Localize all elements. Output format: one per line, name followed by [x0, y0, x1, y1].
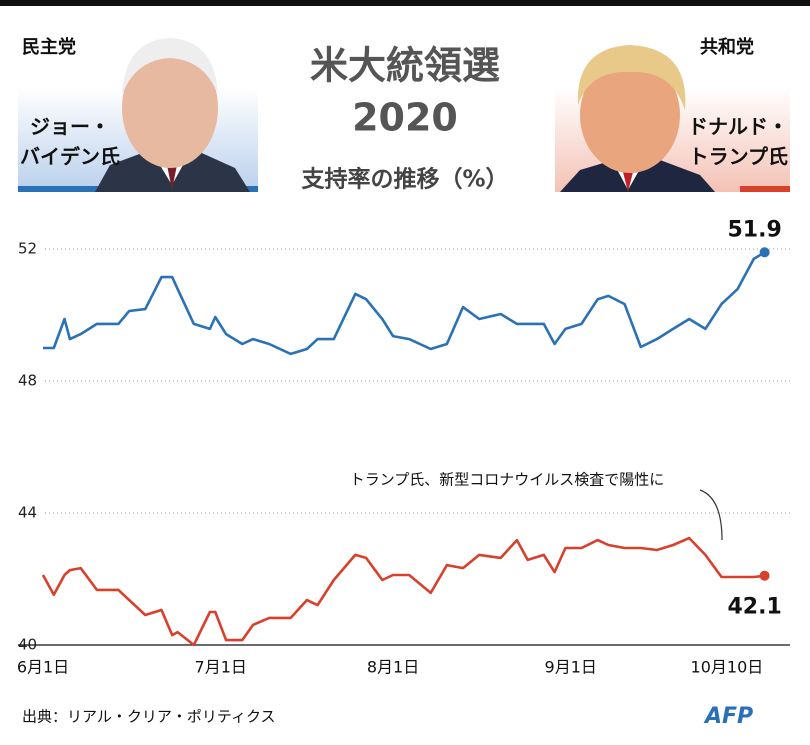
chart-title: 米大統領選: [310, 44, 500, 88]
candidate-name: トランプ氏: [689, 145, 788, 169]
candidate-name: バイデン氏: [20, 145, 120, 169]
end-point: [759, 570, 770, 581]
annotation: トランプ氏、新型コロナウイルス検査で陽性に: [350, 471, 665, 489]
end-value-label: 51.9: [727, 217, 781, 242]
logo: AFP: [703, 704, 753, 729]
party-label: 民主党: [22, 36, 76, 58]
candidate-name: ドナルド・: [688, 115, 788, 139]
x-tick-label: 9月1日: [545, 658, 597, 677]
x-tick-label: 6月1日: [17, 658, 69, 677]
x-tick-label: 7月1日: [195, 658, 247, 677]
y-tick-label: 48: [18, 372, 37, 390]
series-line: [43, 251, 766, 356]
source: 出典：リアル・クリア・ポリティクス: [22, 708, 276, 726]
y-tick-label: 52: [18, 240, 37, 258]
party-label: 共和党: [700, 36, 754, 58]
series-line: [41, 536, 765, 647]
end-value-label: 42.1: [727, 595, 781, 620]
portrait-right: [555, 45, 790, 192]
top-bar: [0, 0, 810, 6]
portrait-left: [18, 38, 258, 192]
annotation-leader: [699, 489, 723, 541]
chart-subtitle: 2020: [352, 96, 458, 140]
candidate-name: ジョー・: [30, 115, 110, 139]
end-point: [759, 247, 770, 258]
x-tick-label: 10月10日: [691, 658, 764, 677]
x-tick-label: 8月1日: [367, 658, 419, 677]
y-tick-label: 44: [18, 504, 37, 522]
y-label: 支持率の推移（%）: [300, 166, 508, 193]
